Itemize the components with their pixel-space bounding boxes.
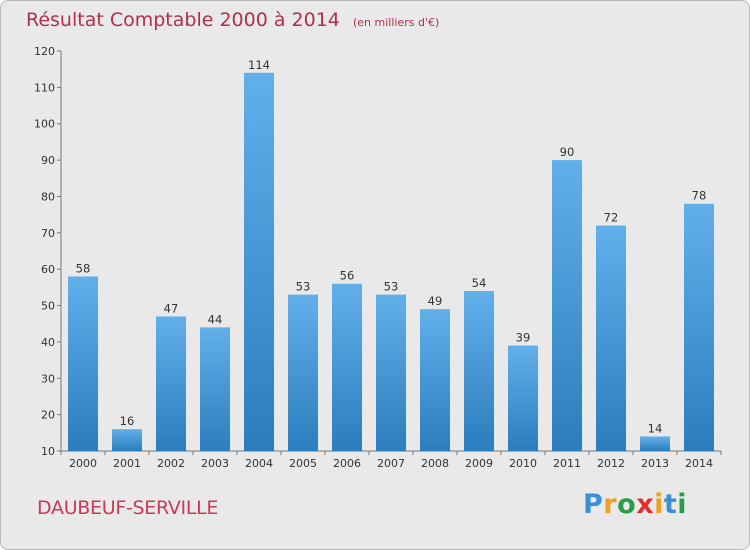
- x-tick-label: 2004: [245, 457, 273, 470]
- x-tick-label: 2012: [597, 457, 625, 470]
- bar-2000: [68, 276, 98, 451]
- x-tick-label: 2001: [113, 457, 141, 470]
- logo-letter: x: [636, 489, 655, 520]
- x-tick-label: 2008: [421, 457, 449, 470]
- unit-note: (en milliers d'€): [352, 16, 440, 29]
- y-tick-label: 80: [41, 190, 55, 203]
- y-tick-label: 10: [41, 445, 55, 458]
- x-tick-label: 2014: [685, 457, 713, 470]
- bar-2013: [640, 436, 670, 451]
- y-tick-label: 90: [41, 154, 55, 167]
- y-tick-label: 120: [34, 45, 55, 58]
- logo-letter: i: [677, 489, 688, 520]
- x-tick-label: 2013: [641, 457, 669, 470]
- x-tick-label: 2002: [157, 457, 185, 470]
- data-label-2011: 90: [560, 145, 575, 159]
- bar-2011: [552, 160, 582, 451]
- bar-2002: [156, 316, 186, 451]
- x-axis: 2000 2001 2002 2003 2004 2005 2006 2007 2008 2009…: [60, 450, 722, 470]
- logo-letter: i: [654, 489, 664, 520]
- x-tick-label: 2003: [201, 457, 229, 470]
- x-tick-label: 2010: [509, 457, 537, 470]
- bar-2004: [244, 72, 274, 452]
- x-tick-label: 2007: [377, 457, 405, 470]
- data-label-2008: 49: [428, 294, 443, 308]
- bar-2001: [112, 429, 142, 451]
- data-label-2007: 53: [384, 280, 399, 294]
- y-tick-label: 70: [41, 227, 55, 240]
- y-tick-label: 110: [34, 81, 55, 94]
- bar-2006: [332, 283, 362, 451]
- bars: [68, 72, 714, 452]
- data-label-2010: 39: [516, 331, 531, 345]
- y-tick-label: 60: [41, 263, 55, 276]
- data-labels: 58 16 47 44 114 53 56 53 49 54 39 90 72 14 78: [76, 58, 707, 436]
- bar-2007: [376, 294, 406, 451]
- y-tick-label: 30: [41, 372, 55, 385]
- data-label-2009: 54: [472, 276, 487, 290]
- bar-2005: [288, 294, 318, 451]
- bar-2010: [508, 345, 538, 451]
- chart-title: Résultat Comptable 2000 à 2014 (en milli…: [26, 9, 439, 31]
- y-tick-label: 50: [41, 300, 55, 313]
- bar-2008: [420, 309, 450, 451]
- x-tick-label: 2009: [465, 457, 493, 470]
- bar-2014: [684, 203, 714, 451]
- y-tick-label: 40: [41, 336, 55, 349]
- proxiti-logo: Proxiti: [583, 489, 687, 520]
- y-axis: 10 20 30 40 50 60 70 80 90 100 110 120: [34, 45, 62, 458]
- x-tick-label: 2000: [69, 457, 97, 470]
- data-label-2001: 16: [120, 414, 135, 428]
- data-label-2003: 44: [208, 312, 223, 326]
- title-text: Résultat Comptable 2000 à 2014: [26, 9, 340, 31]
- logo-letter: t: [663, 489, 678, 520]
- y-tick-label: 100: [34, 118, 55, 131]
- bar-2003: [200, 327, 230, 451]
- data-label-2000: 58: [76, 261, 91, 275]
- y-tick-label: 20: [41, 409, 55, 422]
- logo-letter: P: [583, 489, 604, 520]
- logo-letter: o: [617, 489, 637, 520]
- data-label-2004: 114: [248, 58, 270, 72]
- data-label-2005: 53: [296, 280, 311, 294]
- x-tick-label: 2006: [333, 457, 361, 470]
- bar-2012: [596, 225, 626, 451]
- commune-name: DAUBEUF-SERVILLE: [37, 497, 219, 519]
- data-label-2012: 72: [604, 211, 619, 225]
- data-label-2006: 56: [340, 269, 355, 283]
- data-label-2014: 78: [692, 189, 707, 203]
- bar-2009: [464, 291, 494, 451]
- data-label-2013: 14: [648, 421, 663, 435]
- logo-letter: r: [603, 489, 618, 520]
- x-tick-label: 2005: [289, 457, 317, 470]
- data-label-2002: 47: [164, 301, 179, 315]
- x-tick-label: 2011: [553, 457, 581, 470]
